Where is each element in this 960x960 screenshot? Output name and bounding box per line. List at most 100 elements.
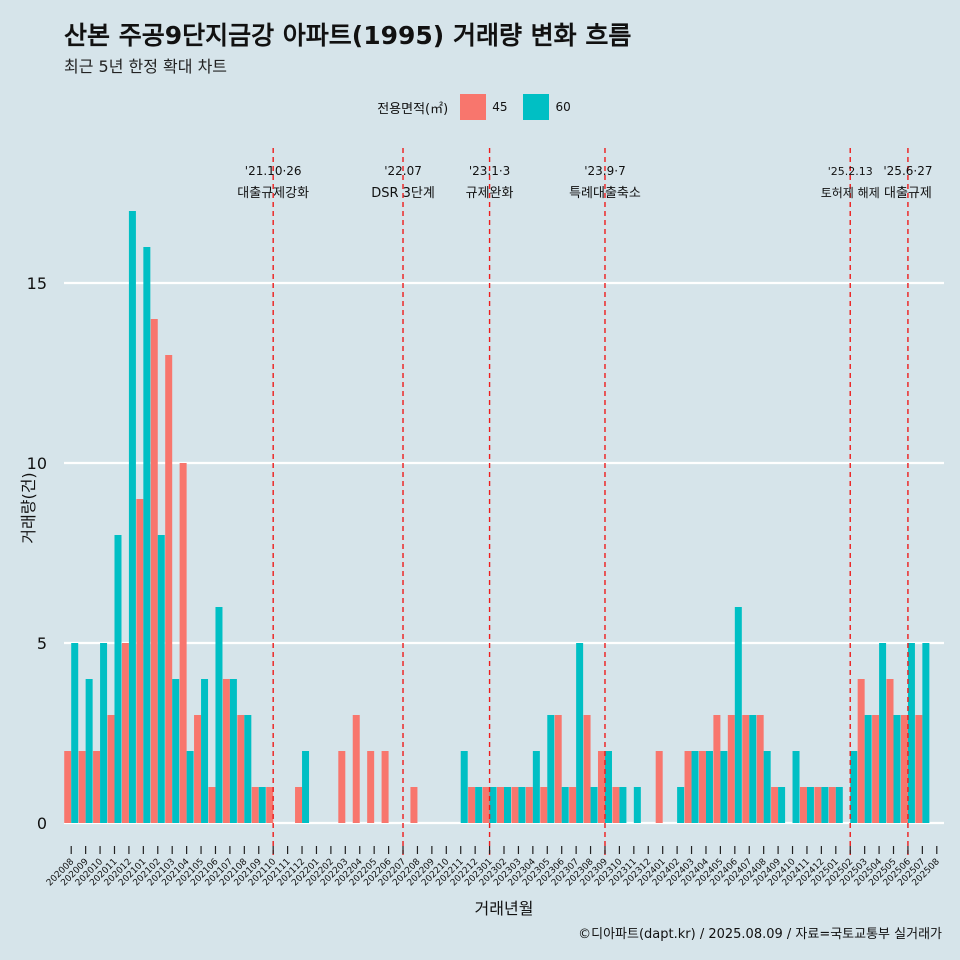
bar-60-202405 <box>720 751 728 823</box>
y-tick-label: 5 <box>37 634 47 653</box>
legend: 전용면적(㎡) 45 60 <box>0 93 960 121</box>
bar-45-202112 <box>295 787 303 823</box>
bar-45-202109 <box>251 787 259 823</box>
bar-60-202501 <box>835 787 843 823</box>
bar-45-202108 <box>237 715 245 823</box>
bar-60-202106 <box>215 607 223 823</box>
bar-60-202403 <box>691 751 699 823</box>
bar-45-202501 <box>828 787 836 823</box>
bar-60-202505 <box>893 715 901 823</box>
bar-60-202304 <box>532 751 540 823</box>
bar-45-202301 <box>482 787 490 823</box>
event-label: 규제완화 <box>466 186 514 201</box>
event-label: 토허제 해제 <box>821 186 880 200</box>
y-axis: 0 5 10 15 <box>27 274 47 833</box>
event-date: '23.9·7 <box>584 164 625 178</box>
bar-60-202411 <box>806 787 814 823</box>
bar-45-202406 <box>727 715 735 823</box>
bar-60-202404 <box>705 751 713 823</box>
bar-60-202012 <box>128 211 136 823</box>
bar-45-202504 <box>872 715 880 823</box>
bar-45-202401 <box>655 751 663 823</box>
bar-45-202212 <box>468 787 476 823</box>
bar-60-202310 <box>619 787 627 823</box>
bar-60-202503 <box>864 715 872 823</box>
bar-45-202506 <box>900 715 908 823</box>
bar-60-202502 <box>850 751 858 823</box>
bar-45-202407 <box>742 715 750 823</box>
bar-45-202206 <box>381 751 389 823</box>
bar-60-202407 <box>749 715 757 823</box>
bar-60-202301 <box>489 787 497 823</box>
event-date: '25.6·27 <box>883 164 932 178</box>
bar-45-202204 <box>352 715 360 823</box>
event-label: 특례대출축소 <box>569 186 641 201</box>
event-date: '21.10·26 <box>245 164 302 178</box>
bar-60-202212 <box>475 787 483 823</box>
bar-60-202104 <box>186 751 194 823</box>
bar-60-202409 <box>778 787 786 823</box>
bar-60-202108 <box>244 715 252 823</box>
bar-45-202409 <box>771 787 779 823</box>
bar-45-202403 <box>684 751 692 823</box>
bar-45-202411 <box>799 787 807 823</box>
bar-45-202011 <box>107 715 115 823</box>
bar-60-202406 <box>734 607 742 823</box>
bar-45-202408 <box>756 715 764 823</box>
legend-key-60 <box>523 94 550 120</box>
bar-60-202306 <box>561 787 569 823</box>
bar-45-202505 <box>886 679 894 823</box>
bar-60-202303 <box>518 787 526 823</box>
bar-45-202304 <box>525 787 533 823</box>
y-tick-label: 15 <box>27 274 47 293</box>
event-date: '22.07 <box>384 164 422 178</box>
bar-45-202110 <box>266 787 274 823</box>
bar-45-202303 <box>511 787 519 823</box>
event-date: '23.1·3 <box>469 164 510 178</box>
bar-60-202107 <box>229 679 237 823</box>
chart-subtitle: 최근 5년 한정 확대 차트 <box>64 57 228 76</box>
event-markers: '21.10·26 대출규제강화 '22.07 DSR 3단계 '23.1·3 규제완화 '… <box>237 148 932 855</box>
bar-45-202102 <box>150 319 158 823</box>
bar-45-202010 <box>93 751 101 823</box>
bar-45-202009 <box>78 751 86 823</box>
y-tick-label: 10 <box>27 454 47 473</box>
x-axis: 2020082020092020102020112020122021012021… <box>45 846 942 888</box>
bar-45-202405 <box>713 715 721 823</box>
bar-60-202109 <box>258 787 266 823</box>
bar-45-202310 <box>612 787 620 823</box>
bar-45-202103 <box>165 355 173 823</box>
legend-label-60: 60 <box>555 100 571 114</box>
bar-45-202203 <box>338 751 346 823</box>
bar-60-202008 <box>71 643 79 823</box>
bar-60-202311 <box>633 787 641 823</box>
event-label: 대출규제 <box>884 186 932 201</box>
event-date: '25.2.13 <box>828 165 873 178</box>
bar-60-202410 <box>792 751 800 823</box>
bar-45-202308 <box>583 715 591 823</box>
y-tick-label: 0 <box>37 814 47 833</box>
bar-45-202307 <box>569 787 577 823</box>
bar-45-202404 <box>698 751 706 823</box>
bar-45-202412 <box>814 787 822 823</box>
bar-45-202104 <box>179 463 187 823</box>
bar-45-202106 <box>208 787 216 823</box>
legend-label-45: 45 <box>492 100 508 114</box>
bar-60-202211 <box>460 751 468 823</box>
bar-45-202208 <box>410 787 418 823</box>
bar-45-202305 <box>540 787 548 823</box>
bar-60-202507 <box>922 643 930 823</box>
bar-60-202102 <box>157 535 165 823</box>
bar-45-202302 <box>497 787 504 823</box>
bar-45-202309 <box>597 751 605 823</box>
chart-title: 산본 주공9단지금강 아파트(1995) 거래량 변화 흐름 <box>64 21 632 50</box>
bar-60-202402 <box>677 787 685 823</box>
bar-45-202105 <box>194 715 202 823</box>
bar-60-202307 <box>576 643 584 823</box>
y-axis-label: 거래량(건) <box>19 472 38 543</box>
bar-60-202412 <box>821 787 829 823</box>
bar-60-202506 <box>907 643 915 823</box>
bar-45-202107 <box>222 679 230 823</box>
bar-60-202305 <box>547 715 555 823</box>
